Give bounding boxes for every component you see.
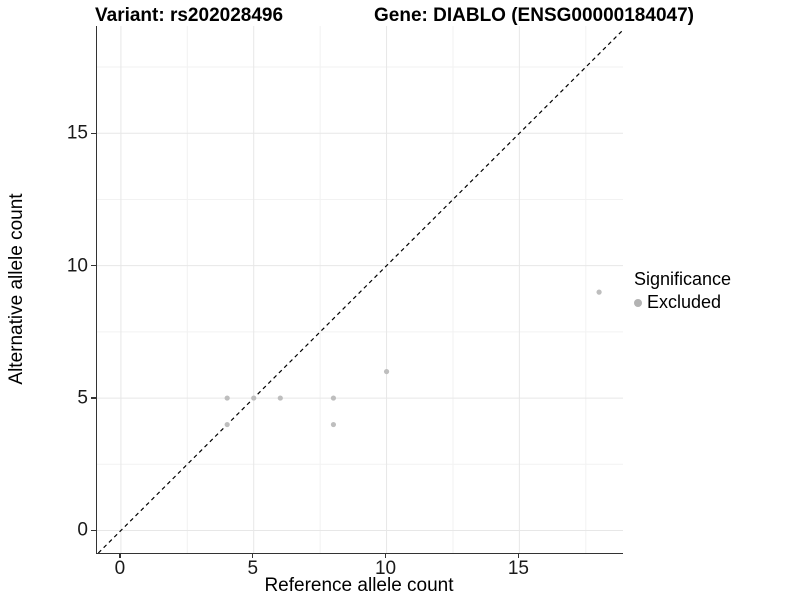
y-tick-label: 5: [77, 387, 88, 409]
data-point: [330, 395, 337, 401]
data-point: [251, 395, 257, 401]
x-tick-label: 5: [247, 558, 259, 579]
plot-canvas: [97, 26, 623, 553]
x-tick-label: 10: [374, 558, 397, 579]
x-tick-mark: [517, 553, 520, 558]
y-tick-label: 10: [66, 255, 88, 277]
x-tick-label: 15: [507, 558, 529, 579]
legend-title: Significance: [634, 269, 732, 289]
gene-title: Gene: DIABLO (ENSG00000184047): [374, 5, 694, 26]
legend-item-label: Excluded: [647, 292, 722, 312]
x-tick-mark: [251, 553, 254, 558]
identity-line: [97, 29, 623, 553]
data-point: [224, 395, 230, 401]
y-tick-mark: [91, 397, 96, 399]
x-tick-label: 0: [114, 558, 126, 579]
legend: Significance Excluded: [634, 269, 731, 313]
x-tick-mark: [119, 553, 121, 558]
variant-title: Variant: rs202028496: [95, 5, 284, 26]
legend-point-icon: [634, 298, 642, 307]
y-tick-label: 0: [77, 519, 88, 541]
y-tick-label: 15: [66, 122, 88, 144]
y-axis-label: Alternative allele count: [6, 193, 27, 385]
x-tick-mark: [384, 553, 387, 558]
y-tick-mark: [91, 132, 96, 134]
x-axis-label: Reference allele count: [264, 575, 454, 596]
y-tick-mark: [91, 264, 96, 267]
data-point: [596, 289, 602, 295]
data-point: [383, 368, 390, 375]
data-point: [330, 421, 337, 428]
data-point: [277, 395, 283, 401]
data-point: [224, 421, 230, 428]
legend-item-excluded: Excluded: [634, 292, 731, 313]
plot-panel: [96, 26, 623, 554]
y-tick-mark: [91, 529, 96, 532]
